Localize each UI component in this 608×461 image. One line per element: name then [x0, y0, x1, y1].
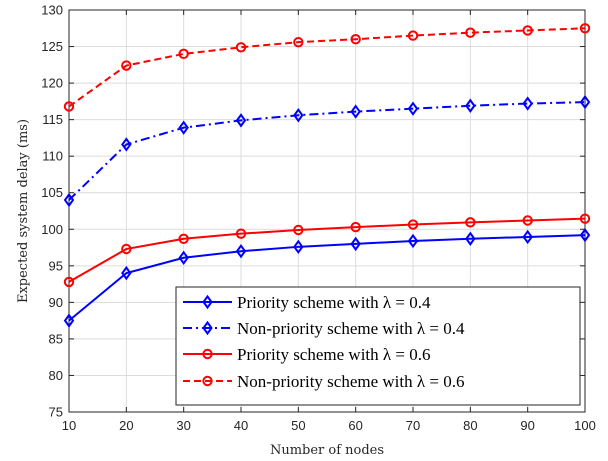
- legend-label: Priority scheme with λ = 0.4: [237, 293, 431, 312]
- series-3: [63, 213, 591, 288]
- x-axis-label: Number of nodes: [270, 443, 384, 458]
- y-tick-label: 105: [41, 185, 63, 200]
- data-point-marker: [178, 250, 189, 265]
- data-point-marker: [465, 98, 476, 113]
- y-tick-label: 130: [41, 3, 63, 18]
- y-tick-label: 110: [42, 149, 63, 164]
- data-point-marker: [350, 34, 361, 45]
- x-tick-label: 10: [62, 418, 76, 433]
- data-point-marker: [235, 42, 247, 53]
- legend-swatch-marker: [202, 320, 213, 336]
- y-tick-label: 125: [41, 39, 63, 54]
- legend-entry-1: Priority scheme with λ = 0.4: [183, 293, 431, 312]
- series-layer: [63, 23, 591, 328]
- x-tick-label: 40: [234, 418, 248, 433]
- data-point-marker: [407, 101, 419, 116]
- y-tick-label: 95: [49, 258, 63, 273]
- axis-ticks: 10 20 30 40 50 60 70 80 90 100 75 80 85 90 95 100 105 110…: [41, 3, 596, 434]
- y-tick-label: 80: [49, 368, 63, 383]
- x-tick-label: 100: [574, 418, 596, 433]
- data-point-marker: [293, 36, 304, 48]
- data-point-marker: [235, 113, 247, 128]
- data-point-marker: [63, 101, 75, 112]
- legend-swatch-marker: [202, 294, 213, 310]
- legend-entry-4: Non-priority scheme with λ = 0.6: [183, 372, 464, 391]
- data-point-marker: [465, 27, 476, 38]
- data-point-marker: [522, 96, 533, 111]
- data-point-marker: [63, 192, 75, 208]
- data-point-marker: [178, 48, 189, 60]
- legend-entry-2: Non-priority scheme with λ = 0.4: [183, 319, 465, 338]
- data-point-marker: [350, 236, 361, 252]
- legend-entry-3: Priority scheme with λ = 0.6: [183, 345, 430, 364]
- data-point-marker: [522, 25, 533, 36]
- data-point-marker: [178, 233, 189, 244]
- data-point-marker: [178, 120, 189, 135]
- data-point-marker: [121, 265, 132, 281]
- x-tick-label: 70: [406, 418, 420, 433]
- series-1: [63, 227, 591, 328]
- x-tick-label: 80: [463, 418, 477, 433]
- series-line: [68, 234, 586, 322]
- data-point-marker: [121, 137, 132, 152]
- data-point-marker: [293, 239, 304, 255]
- series-line: [68, 217, 586, 283]
- series-line: [68, 101, 586, 201]
- data-point-marker: [121, 243, 132, 255]
- data-point-marker: [465, 217, 476, 228]
- legend-box: [175, 286, 581, 406]
- series-line: [68, 27, 586, 108]
- data-point-marker: [235, 228, 247, 239]
- legend-label: Non-priority scheme with λ = 0.6: [237, 372, 464, 391]
- y-tick-label: 85: [49, 331, 63, 346]
- data-point-marker: [350, 104, 361, 119]
- data-point-marker: [235, 243, 247, 259]
- data-point-marker: [407, 219, 419, 230]
- plot-frame: [68, 9, 586, 413]
- x-tick-label: 30: [176, 418, 190, 433]
- data-point-marker: [465, 231, 476, 246]
- y-tick-label: 90: [49, 295, 63, 310]
- series-2: [63, 94, 591, 208]
- data-point-marker: [63, 313, 75, 328]
- legend-label: Priority scheme with λ = 0.6: [237, 345, 430, 364]
- series-4: [63, 23, 591, 112]
- y-axis-label: Expected system delay (ms): [16, 119, 31, 303]
- data-point-marker: [522, 229, 533, 245]
- data-point-marker: [407, 30, 419, 41]
- data-point-marker: [522, 215, 533, 226]
- x-tick-label: 90: [520, 418, 534, 433]
- data-point-marker: [350, 221, 361, 233]
- legend: Priority scheme with λ = 0.4 Non-priority…: [175, 286, 581, 406]
- data-point-marker: [293, 108, 304, 123]
- x-tick-label: 20: [119, 418, 133, 433]
- legend-label: Non-priority scheme with λ = 0.4: [237, 319, 465, 338]
- data-point-marker: [121, 60, 132, 71]
- data-point-marker: [579, 227, 591, 243]
- data-point-marker: [579, 23, 591, 34]
- x-tick-label: 60: [348, 418, 362, 433]
- x-tick-label: 50: [291, 418, 305, 433]
- y-tick-label: 120: [41, 76, 63, 91]
- data-point-marker: [579, 94, 591, 110]
- legend-swatch-marker: [202, 375, 213, 387]
- data-point-marker: [63, 276, 75, 288]
- y-tick-label: 100: [41, 222, 63, 237]
- data-point-marker: [579, 213, 591, 224]
- y-tick-label: 115: [42, 112, 63, 127]
- legend-swatch-marker: [202, 348, 213, 360]
- data-point-marker: [407, 233, 419, 249]
- y-tick-label: 75: [49, 405, 63, 420]
- data-point-marker: [293, 224, 304, 236]
